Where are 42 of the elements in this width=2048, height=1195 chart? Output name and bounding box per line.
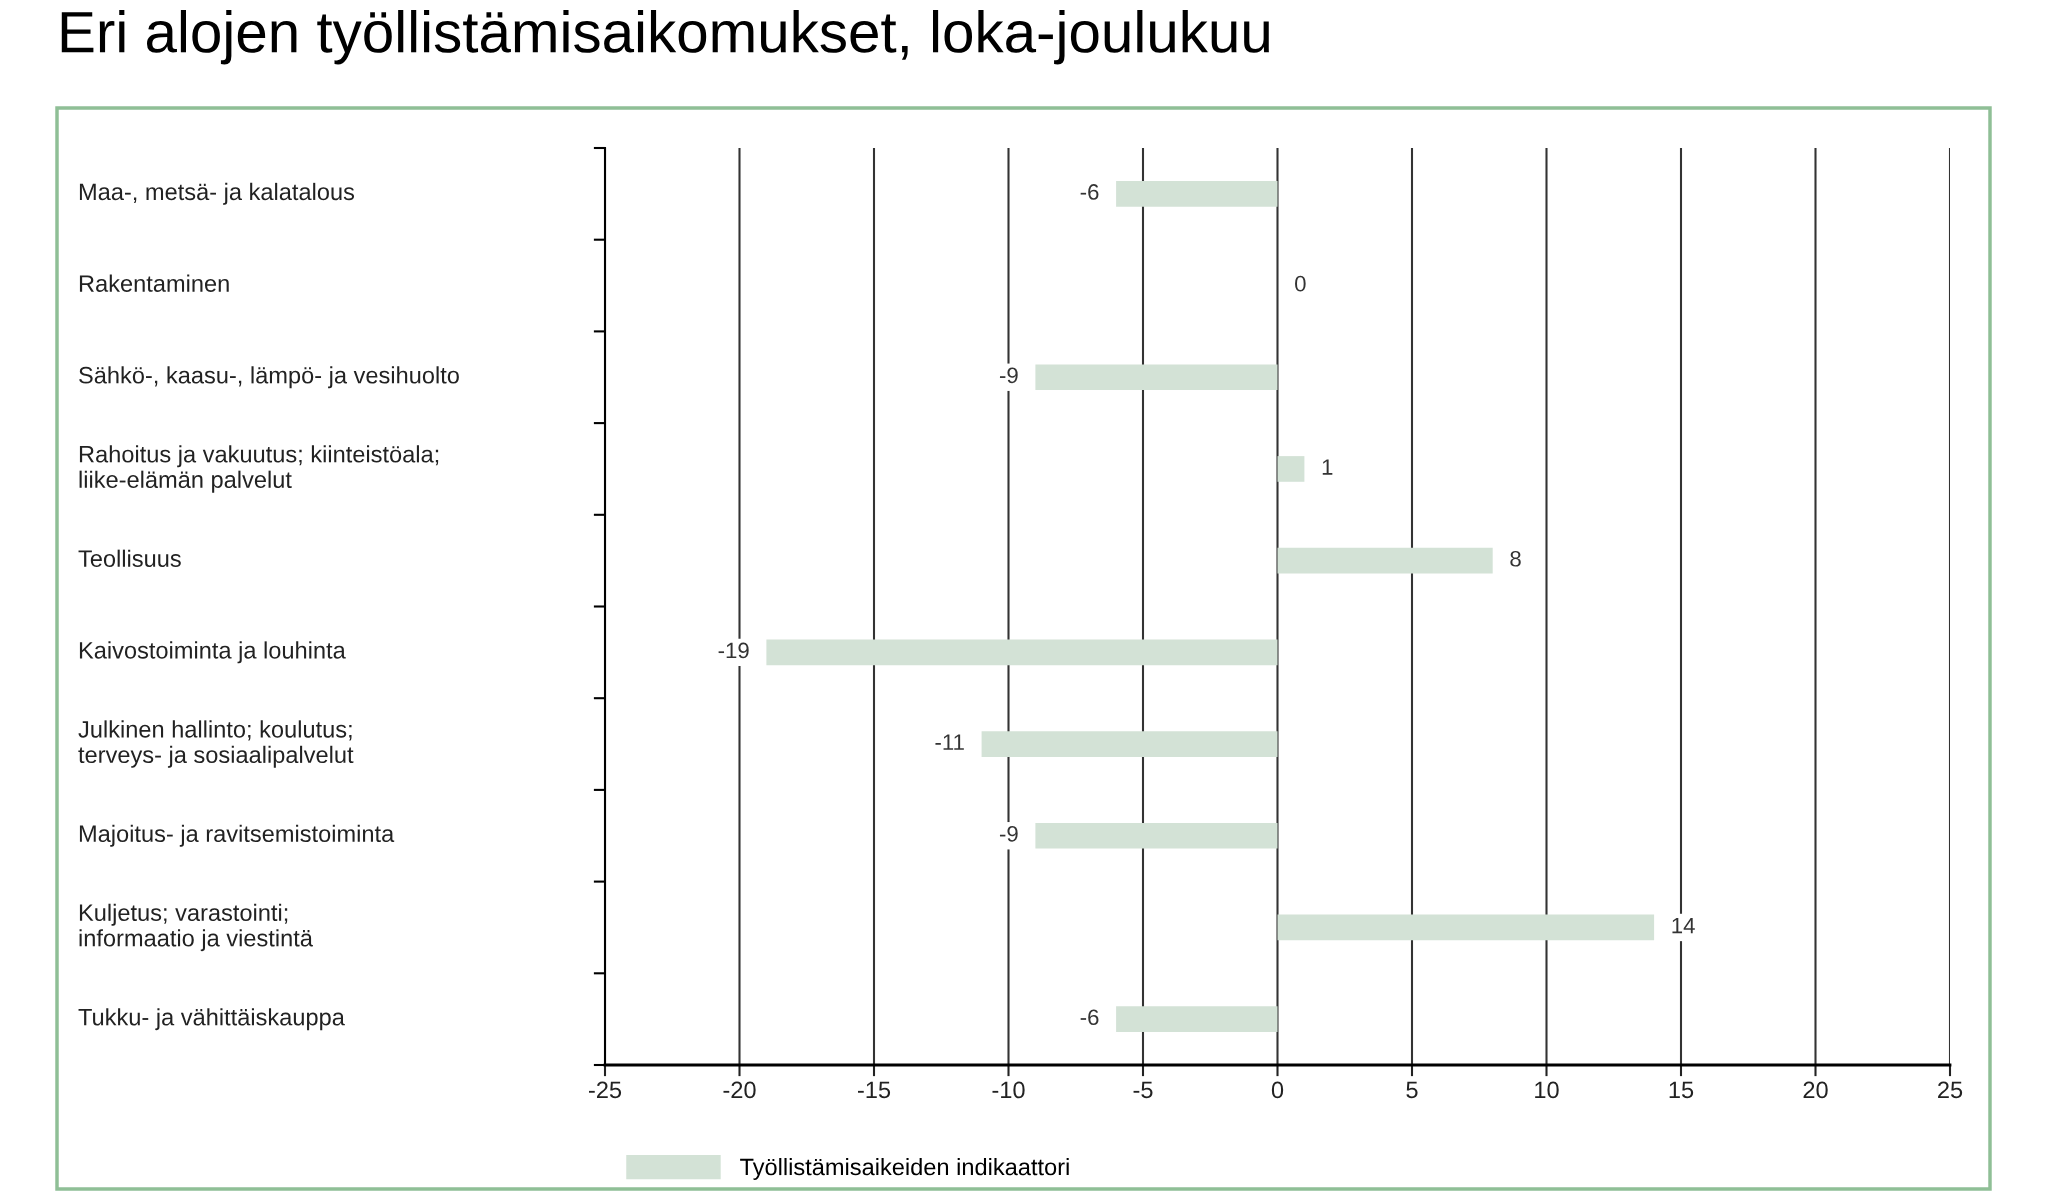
data-label: 1 [1322, 459, 1333, 475]
data-label: -11 [935, 734, 964, 750]
data-label: -6 [1080, 184, 1099, 200]
x-tick-label: -20 [723, 1081, 756, 1099]
x-tick-label: 25 [1938, 1081, 1963, 1099]
y-tick-label: Rakentaminen [79, 274, 229, 292]
bar [766, 639, 1278, 666]
bar [981, 731, 1278, 757]
bar [1116, 181, 1278, 207]
x-tick-label: -15 [857, 1081, 891, 1099]
y-tick-label: Maa-, metsä- ja kalatalous [79, 182, 355, 205]
data-label: 14 [1672, 917, 1695, 934]
bar [1277, 456, 1305, 482]
x-tick-label: 20 [1803, 1081, 1828, 1099]
y-tick-label: Tukku- ja vähittäiskauppa [78, 1008, 345, 1031]
y-tick-label: Majoitus- ja ravitsemistoiminta [79, 824, 395, 847]
legend-label: Työllistämisaikeiden indikaattori [740, 1157, 1069, 1180]
data-label: 0 [1295, 275, 1306, 292]
data-label: 8 [1510, 550, 1521, 567]
y-tick-label: Kaivostoiminta ja louhinta [79, 641, 346, 664]
data-label: -9 [999, 825, 1018, 842]
data-label: -19 [718, 642, 749, 659]
y-tick-label: Kuljetus; varastointi; informaatio ja viestintä [79, 903, 313, 952]
y-tick-label: Julkinen hallinto; koulutus; terveys- ja sosiaalipalvelut [78, 720, 354, 768]
chart-title: Eri alojen työllistämisaikomukset, loka-joulukuu [61, 10, 1269, 65]
y-tick-label: Rahoitus ja vakuutus; kiinteistöala; liike-elämän palvelut [79, 445, 439, 493]
bar [1116, 1006, 1278, 1032]
data-label: -6 [1080, 1009, 1099, 1026]
bar [1277, 547, 1493, 574]
bar [1035, 364, 1278, 391]
bar [1035, 822, 1278, 849]
x-tick-label: -5 [1133, 1081, 1153, 1099]
x-tick-label: 10 [1535, 1081, 1559, 1099]
x-tick-label: 15 [1669, 1081, 1694, 1099]
y-tick-label: Teollisuus [78, 549, 181, 567]
x-tick-label: -25 [588, 1081, 622, 1099]
data-label: -9 [999, 367, 1018, 384]
bar [1277, 914, 1655, 941]
x-tick-label: -10 [992, 1081, 1025, 1099]
y-tick-label: Sähkö-, kaasu-, lämpö- ja vesihuolto [79, 366, 459, 389]
x-tick-label: 0 [1271, 1081, 1284, 1099]
x-tick-label: 5 [1406, 1081, 1418, 1099]
